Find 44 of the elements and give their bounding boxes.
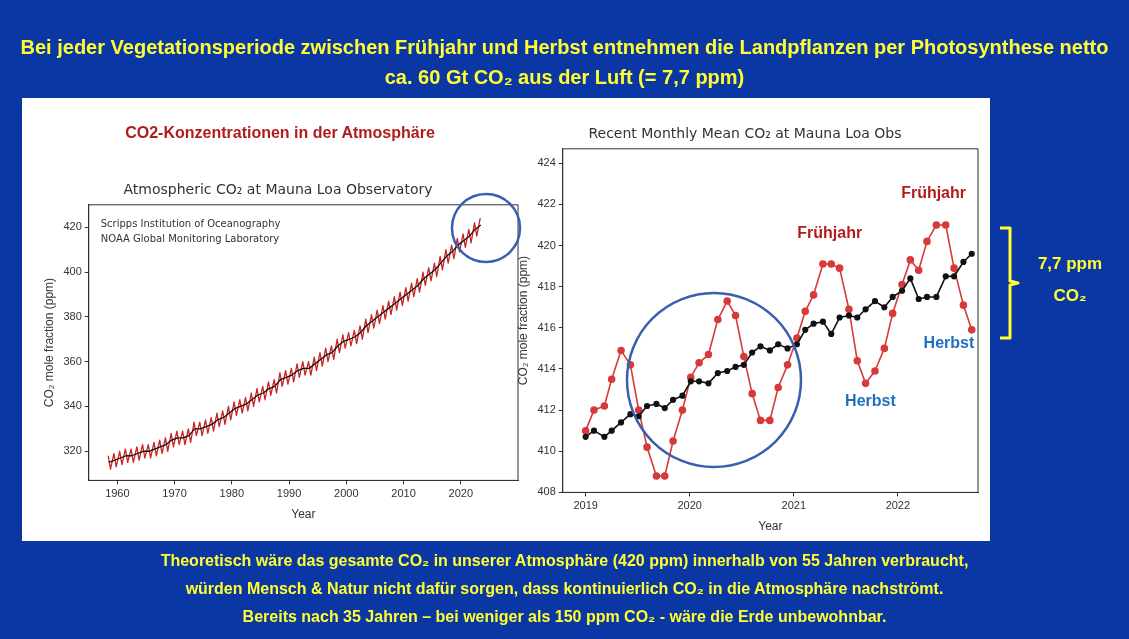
y-tick-label: 416: [537, 320, 556, 333]
x-tick-label: 1990: [276, 487, 302, 500]
chart-title: Recent Monthly Mean CO₂ at Mauna Loa Obs: [588, 125, 902, 142]
y-axis-title: CO₂ mole fraction (ppm): [41, 277, 56, 408]
text: Bei jeder Vegetationsperiode zwischen Frühjahr und Herbst entnehmen die Landpflanzen per Photosynthese netto ca. 60 Gt CO₂ aus der Luft (= 7,7 ppm): [19, 35, 1110, 90]
y-tick-label: 420: [537, 238, 556, 251]
x-tick-label: 1980: [219, 487, 245, 500]
y-tick-label: 412: [537, 403, 556, 416]
chart-title: Atmospheric CO₂ at Mauna Loa Observatory: [123, 181, 433, 198]
y-tick-label: 422: [537, 197, 556, 210]
x-tick-label: 2019: [573, 499, 598, 512]
text: 7,7 ppm CO₂: [1036, 253, 1104, 307]
annotation: Frühjahr: [901, 183, 967, 201]
text: Bereits nach 35 Jahren – bei weniger als 150 ppm CO₂ - wäre die Erde unbewohnbar.: [241, 607, 888, 627]
y-tick-label: 420: [63, 220, 82, 233]
text: Theoretisch wäre das gesamte CO₂ in unserer Atmosphäre (420 ppm) innerhalb von 55 Jahren verbraucht,: [159, 551, 970, 571]
annotation: Herbst: [923, 333, 975, 351]
y-tick-label: 380: [63, 309, 82, 322]
y-tick-label: 360: [63, 354, 82, 367]
y-tick-label: 424: [537, 156, 556, 169]
x-axis-title: Year: [758, 519, 783, 534]
y-tick-label: 408: [537, 485, 556, 498]
x-tick-label: 2021: [781, 499, 807, 512]
annotation: Scripps Institution of Oceanography: [100, 218, 281, 230]
text: würden Mensch & Natur nicht dafür sorgen, dass kontinuierlich CO₂ in die Atmosphäre nachströmt.: [184, 579, 945, 599]
y-tick-label: 410: [537, 444, 556, 457]
annotation: Herbst: [845, 391, 897, 409]
x-tick-label: 1970: [162, 487, 187, 500]
x-tick-label: 2020: [677, 499, 702, 512]
x-tick-label: 1960: [105, 487, 130, 500]
annotation: NOAA Global Monitoring Laboratory: [100, 233, 280, 245]
x-tick-label: 2010: [391, 487, 416, 500]
x-tick-label: 2020: [448, 487, 474, 500]
y-tick-label: 320: [63, 444, 82, 457]
x-tick-label: 2000: [334, 487, 359, 500]
x-tick-label: 2022: [885, 499, 911, 512]
y-tick-label: 340: [63, 399, 82, 412]
y-tick-label: 414: [537, 361, 556, 374]
chart-subtitle: CO2-Konzentrationen in der Atmosphäre: [124, 124, 436, 142]
y-tick-label: 418: [537, 279, 556, 292]
x-axis-title: Year: [291, 507, 316, 522]
y-axis-title: CO₂ mole fraction (ppm): [515, 255, 530, 386]
y-tick-label: 400: [63, 265, 82, 278]
annotation: Frühjahr: [797, 224, 863, 242]
